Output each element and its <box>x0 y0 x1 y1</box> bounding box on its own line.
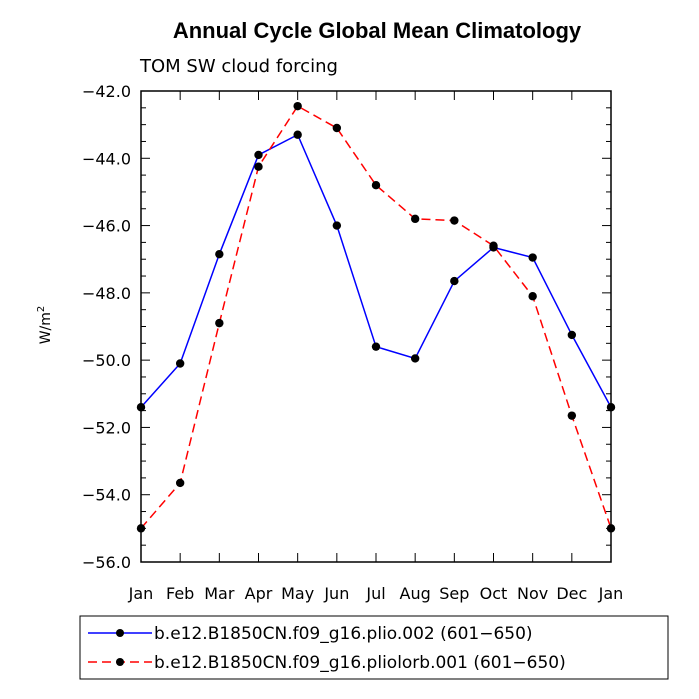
x-tick-label: Oct <box>480 584 508 603</box>
y-tick-label: −42.0 <box>82 82 131 101</box>
series-1-point <box>136 524 146 533</box>
x-tick-label: Jan <box>598 584 624 603</box>
x-tick-label: Jan <box>128 584 154 603</box>
legend-marker-0 <box>116 629 124 637</box>
legend-marker-1 <box>116 658 124 666</box>
chart-title: Annual Cycle Global Mean Climatology <box>173 18 582 43</box>
x-tick-label: Jun <box>323 584 349 603</box>
legend-label-1: b.e12.B1850CN.f09_g16.pliolorb.001 (601−… <box>154 653 566 673</box>
series-1-point <box>606 524 616 533</box>
series-0-point <box>567 330 577 340</box>
series-0-point <box>215 249 224 259</box>
series-1-point <box>215 318 224 328</box>
series-0-point <box>606 403 616 412</box>
x-tick-label: Feb <box>166 584 194 603</box>
y-tick-label: −54.0 <box>82 486 131 505</box>
x-tick-label: Aug <box>400 584 431 603</box>
series-1-point <box>528 292 537 301</box>
series-0-point <box>410 354 420 363</box>
series-1-point <box>175 478 185 488</box>
chart-subtitle: TOM SW cloud forcing <box>139 56 338 77</box>
series-1-point <box>293 101 302 111</box>
y-axis-label: W/m2 <box>36 306 54 345</box>
series-0-point <box>293 130 302 139</box>
plot-area-frame <box>140 90 612 563</box>
series-0-point <box>450 276 459 286</box>
series-0-point <box>528 253 537 262</box>
series-1-point <box>371 181 381 190</box>
x-tick-label: Nov <box>517 584 548 603</box>
series-1-point <box>450 216 459 225</box>
series-layer <box>136 101 616 533</box>
y-tick-label: −48.0 <box>82 284 131 303</box>
x-tick-label: Jul <box>365 584 385 603</box>
y-tick-label: −56.0 <box>82 553 131 572</box>
series-0-point <box>332 221 342 230</box>
series-line-0 <box>140 133 612 408</box>
axis-ticks: Jan Feb Mar Apr May Jun Jul Aug Sep Oct Nov Dec Jan −… <box>82 82 623 603</box>
series-line-1 <box>140 105 612 529</box>
y-tick-label: −46.0 <box>82 217 131 236</box>
x-tick-label: Mar <box>204 584 235 603</box>
legend: b.e12.B1850CN.f09_g16.plio.002 (601−650)… <box>79 615 669 680</box>
series-0-point <box>371 342 381 351</box>
x-tick-label: Apr <box>245 584 273 603</box>
x-tick-label: May <box>281 584 314 603</box>
series-1-point <box>567 411 577 420</box>
series-0-point <box>254 150 263 160</box>
series-1-point <box>254 162 263 171</box>
series-1-point <box>410 214 420 224</box>
y-tick-label: −50.0 <box>82 351 131 370</box>
y-tick-label: −52.0 <box>82 418 131 437</box>
x-tick-label: Sep <box>439 584 469 603</box>
y-axis-label-superscript: 2 <box>36 306 47 312</box>
y-tick-label: −44.0 <box>82 149 131 168</box>
legend-label-0: b.e12.B1850CN.f09_g16.plio.002 (601−650) <box>154 624 533 644</box>
series-1-point <box>489 241 498 250</box>
series-0-point <box>136 403 146 412</box>
legend-frame <box>79 615 669 680</box>
series-1-point <box>332 123 342 133</box>
series-0-point <box>175 359 185 368</box>
x-tick-label: Dec <box>556 584 587 603</box>
